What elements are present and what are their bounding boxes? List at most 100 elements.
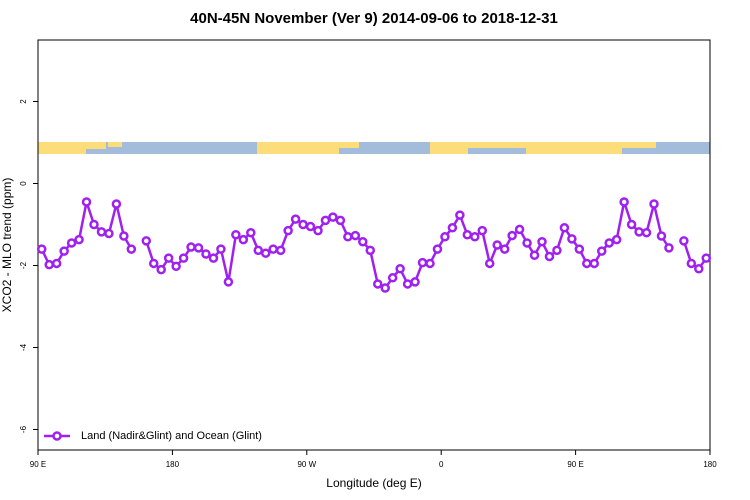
data-point [119,231,129,241]
data-point [186,242,196,252]
data-point [656,231,667,241]
land-band [526,142,622,154]
data-point [425,258,435,269]
data-point [649,199,659,209]
data-point [619,197,629,207]
data-point [223,277,234,287]
data-point [343,232,353,242]
data-point [679,236,689,246]
data-point [552,245,562,256]
data-point [440,232,450,242]
data-point [701,253,712,263]
data-point [238,234,249,245]
data-point [335,215,346,226]
data-point [514,224,525,235]
data-point [59,246,69,256]
y-axis-label: XCO2 - MLO trend (ppm) [0,178,14,313]
data-point [596,246,607,256]
data-point [111,199,122,209]
data-point [36,244,47,254]
land-ocean-strip [38,142,710,154]
data-point [507,230,517,241]
data-point [89,219,99,230]
data-point [544,251,555,262]
data-point [201,249,211,259]
land-band [86,142,106,149]
land-band [468,142,526,148]
data-point [567,234,577,244]
data-point [208,253,219,263]
data-point [358,236,368,247]
data-point [611,234,622,245]
data-point [604,238,614,248]
data-point [96,227,107,237]
data-point [74,234,84,245]
data-point [104,228,114,239]
data-point [283,225,293,236]
legend-label: Land (Nadir&Glint) and Ocean (Glint) [81,430,262,442]
data-point [193,243,204,253]
data-point [372,279,383,289]
y-tick-label: -6 [19,425,28,433]
y-tick-label: 2 [19,99,28,104]
land-band [38,142,86,154]
data-point [641,227,652,238]
legend-marker [52,431,62,441]
data-point [253,245,264,256]
data-point [231,230,241,240]
data-point [275,245,286,256]
data-point [51,258,62,269]
data-point [178,253,189,263]
land-band [430,142,468,154]
x-tick-label: 180 [703,460,717,469]
data-point [417,257,428,268]
y-tick-label: 0 [19,181,28,186]
x-tick-label: 90 E [30,460,46,469]
x-tick-label: 180 [166,460,180,469]
data-point [290,214,301,224]
data-point [402,279,413,289]
data-point [395,264,405,274]
data-point [447,223,458,233]
data-point [432,244,443,254]
data-point [634,227,644,237]
x-tick-label: 90 W [297,460,316,469]
data-point [298,219,308,230]
data-point [694,264,704,274]
data-point [410,277,420,287]
data-point [260,248,271,258]
data-point [522,238,532,248]
data-point [305,221,316,232]
land-band [339,142,359,148]
data-point [470,232,480,242]
data-point [148,258,159,269]
data-point [171,261,181,272]
data-point [462,230,473,240]
plot-frame [37,39,711,451]
data-point [484,258,495,269]
chart-title: 40N-45N November (Ver 9) 2014-09-06 to 2… [190,10,558,27]
data-point [492,240,502,250]
data-point [559,223,570,233]
data-point [268,244,278,254]
x-tick-label: 0 [439,460,444,469]
data-point [246,227,256,238]
data-point [126,244,137,254]
data-point [589,258,600,269]
data-point [156,264,166,275]
data-point [66,238,77,248]
data-point [455,210,465,220]
y-tick-label: -2 [19,261,28,269]
data-point [163,253,174,263]
land-band [108,142,122,147]
x-tick-label: 90 E [567,460,583,469]
data-point [81,197,92,207]
y-tick-label: -4 [19,343,28,351]
data-point [387,273,398,283]
data-point [664,243,674,253]
data-point [365,245,376,256]
data-point [537,236,547,247]
data-point [499,244,510,254]
data-point [529,250,540,260]
